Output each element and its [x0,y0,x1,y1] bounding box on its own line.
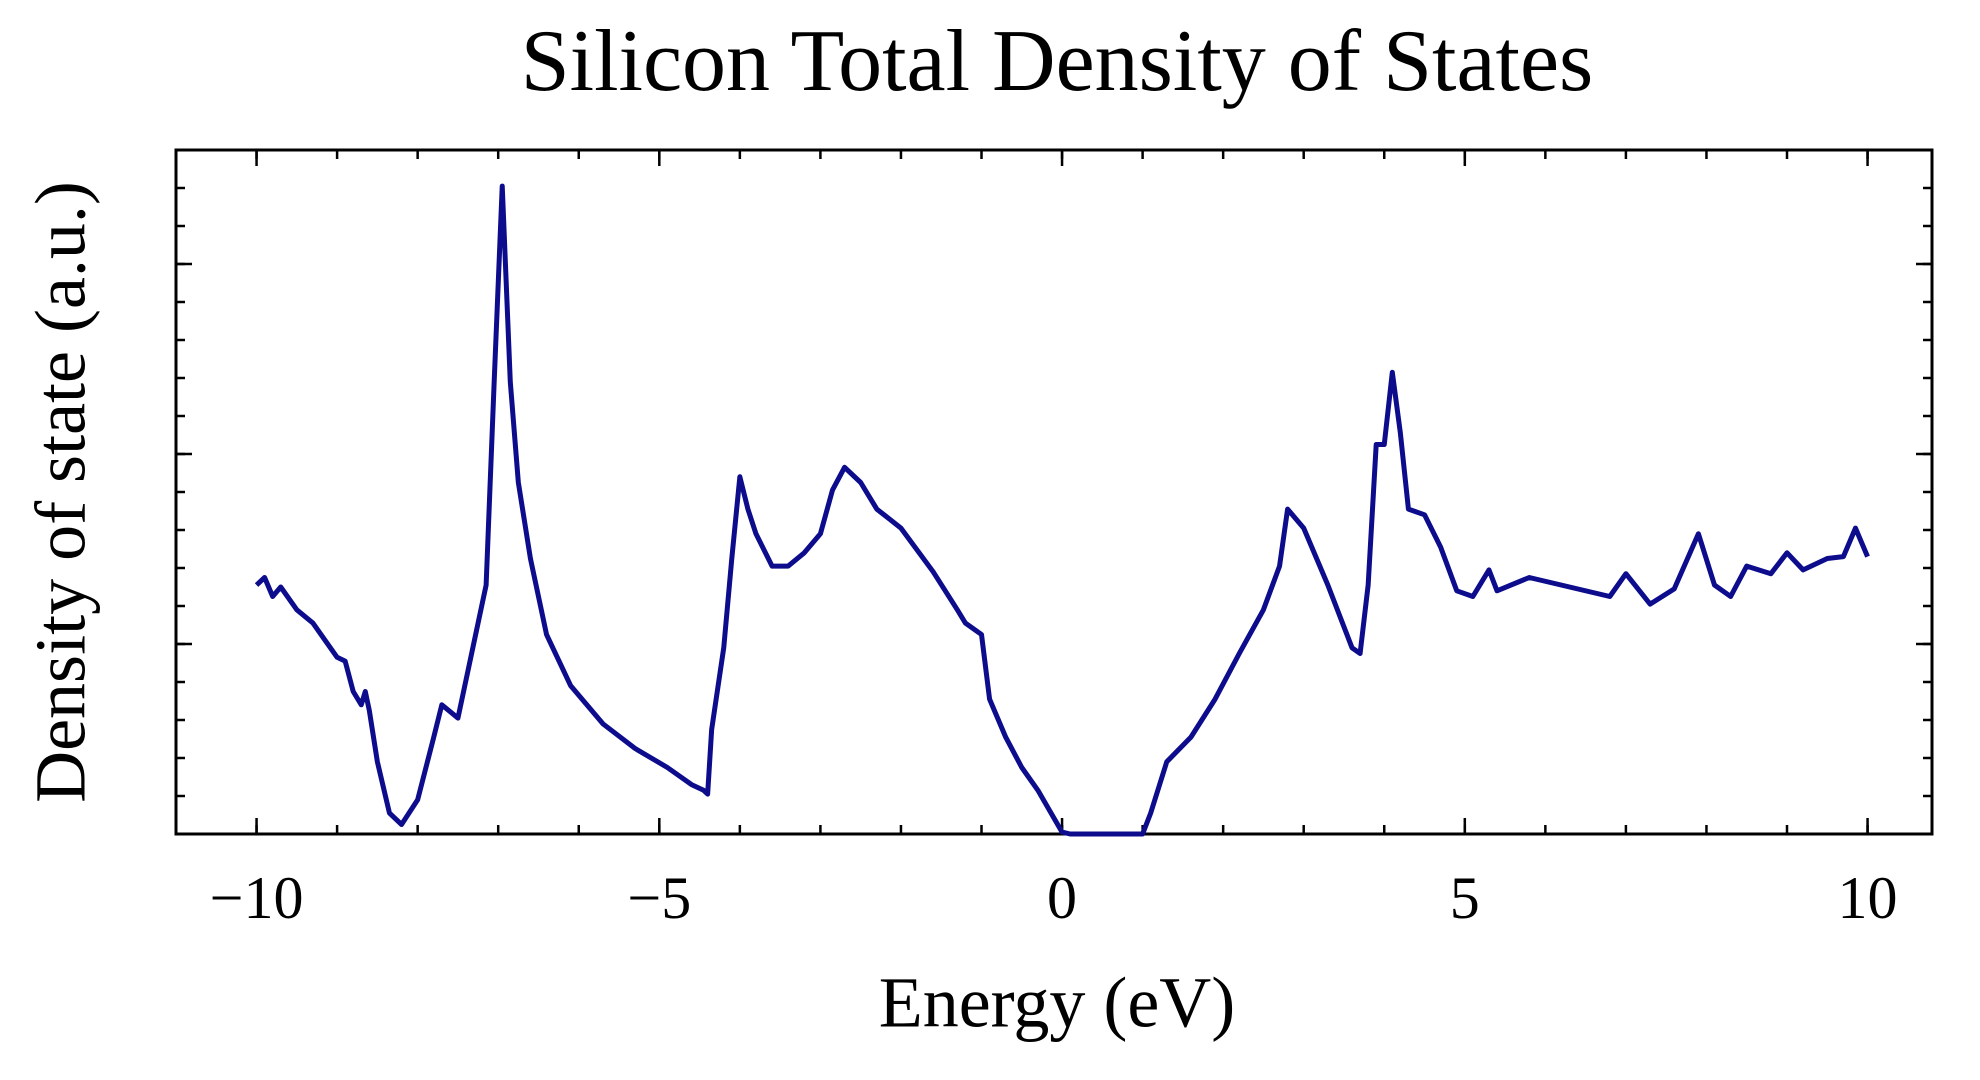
chart-title: Silicon Total Density of States [521,13,1594,110]
dos-line [254,183,1870,837]
x-tick-label: 10 [1838,865,1898,931]
y-axis-label: Density of state (a.u.) [21,181,101,803]
x-axis-label: Energy (eV) [879,963,1236,1043]
plot-frame [174,148,1934,836]
x-tick-label: −10 [210,865,304,931]
x-tick-label: 0 [1047,865,1077,931]
x-tick-label: 5 [1450,865,1480,931]
x-tick-label: −5 [627,865,691,931]
